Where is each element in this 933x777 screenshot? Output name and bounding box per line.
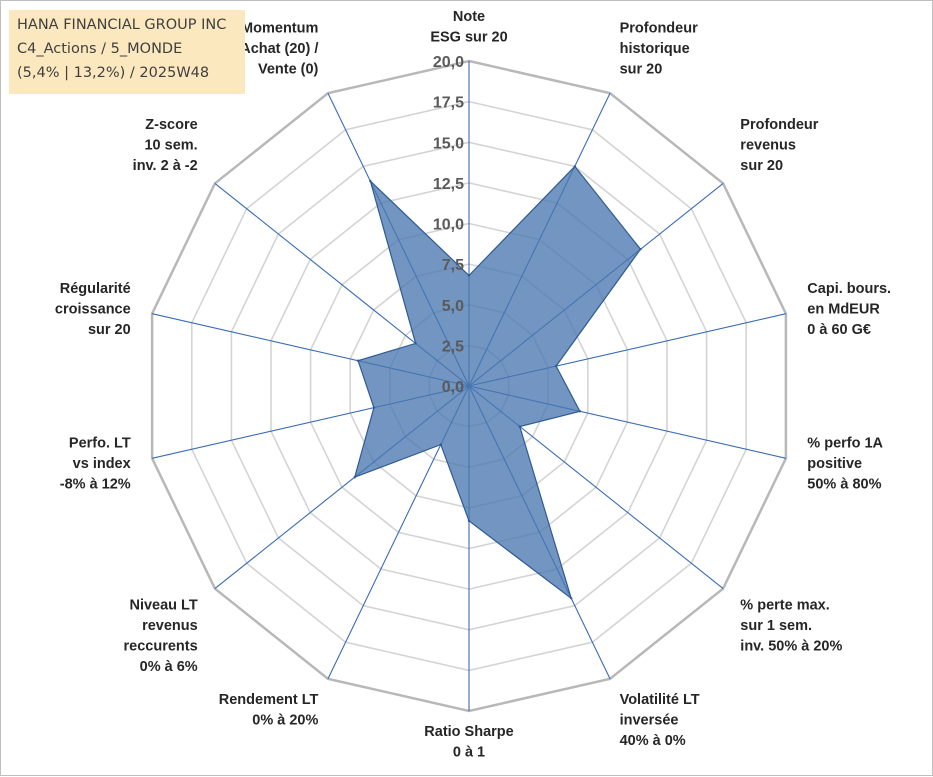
axis-label-line: revenus [142, 618, 198, 634]
axis-label-line: Profondeur [620, 21, 698, 37]
axis-label-line: positive [807, 456, 862, 472]
data-point [578, 410, 582, 413]
data-point [369, 179, 372, 183]
axis-label-line: sur 20 [620, 62, 663, 78]
axis-label-line: revenus [740, 138, 796, 154]
tick-label: 2,5 [442, 338, 464, 355]
radial-tick-labels: 0,0 2,5 5,0 7,5 10,0 12,5 15,0 17,5 20,0 [433, 54, 464, 396]
axis-label-line: Profondeur [740, 117, 818, 133]
data-point [353, 476, 356, 479]
axis-label-line: Z-score [145, 117, 197, 133]
axis-label-line: Rendement LT [219, 692, 319, 708]
tick-label: 7,5 [442, 257, 464, 274]
title-box: HANA FINANCIAL GROUP INC C4_Actions / 5_… [9, 10, 245, 94]
axis-label: Profondeur historique sur 20 [620, 21, 698, 78]
axis-label-line: % perfo 1A [807, 436, 883, 452]
axis-label: Niveau LT revenus reccurents 0% à 6% [124, 597, 198, 675]
axis-label-line: historique [620, 41, 690, 57]
axis-label: Momentum Achat (20) / Vente (0) [240, 21, 318, 78]
axis-label-line: Momentum [241, 21, 318, 37]
axis-label-line: reccurents [124, 638, 198, 654]
tick-label: 15,0 [433, 135, 464, 152]
axis-label-line: -8% à 12% [60, 477, 131, 493]
data-point [554, 364, 558, 368]
data-point [439, 443, 442, 446]
data-point [414, 342, 417, 345]
data-point [570, 597, 573, 600]
axis-label-line: % perte max. [740, 597, 829, 613]
data-point [356, 359, 360, 362]
data-point [518, 425, 521, 428]
tick-label: 20,0 [433, 54, 464, 71]
tick-label: 17,5 [433, 95, 464, 112]
axis-label-line: Volatilité LT [620, 692, 700, 708]
axis-label: Capi. bours. en MdEUR 0 à 60 G€ [807, 281, 891, 338]
axis-label-line: ESG sur 20 [430, 30, 507, 46]
tick-label: 5,0 [442, 298, 464, 315]
axis-label-line: sur 20 [740, 158, 783, 174]
axis-label-line: 0% à 6% [140, 659, 198, 675]
title-stats: (5,4% | 13,2%) / 2025W48 [17, 65, 210, 81]
axis-label-line: 40% à 0% [620, 733, 686, 749]
axis-label-line: Note [453, 9, 485, 25]
axis-label: Note ESG sur 20 [430, 9, 507, 46]
axis-label-line: vs index [73, 456, 131, 472]
axis-label-line: inv. 50% à 20% [740, 638, 842, 654]
data-point [467, 519, 471, 523]
axis-label-line: 50% à 80% [807, 477, 881, 493]
title-category: C4_Actions / 5_MONDE [17, 41, 183, 57]
radar-series [353, 165, 642, 600]
axis-labels: Note ESG sur 20 Profondeur historique sur 20… [55, 9, 891, 761]
axis-label-line: Ratio Sharpe [424, 724, 513, 740]
axis-label-line: Régularité [60, 281, 131, 297]
axis-label-line: 0 à 60 G€ [807, 322, 871, 338]
axis-label: Ratio Sharpe 0 à 1 [424, 724, 513, 761]
data-point [573, 165, 576, 168]
axis-label-line: Achat (20) / [240, 41, 318, 57]
axis-label-line: Vente (0) [258, 62, 319, 78]
axis-label-line: sur 1 sem. [740, 618, 812, 634]
axis-label: % perfo 1A positive 50% à 80% [807, 436, 883, 493]
axis-label-line: Niveau LT [129, 597, 197, 613]
axis-label-line: Capi. bours. [807, 281, 891, 297]
axis-label: Rendement LT 0% à 20% [219, 692, 319, 729]
axis-label: Profondeur revenus sur 20 [740, 117, 818, 174]
axis-label: Perfo. LT vs index -8% à 12% [60, 436, 131, 493]
axis-label-line: 0 à 1 [453, 745, 485, 761]
axis-label: Volatilité LT inversée 40% à 0% [620, 692, 700, 749]
axis-label-line: 10 sem. [144, 138, 197, 154]
axis-label: % perte max. sur 1 sem. inv. 50% à 20% [740, 597, 842, 654]
data-point [467, 274, 471, 277]
axis-label: Régularité croissance sur 20 [55, 281, 131, 338]
tick-label: 12,5 [433, 176, 464, 193]
axis-label: Z-score 10 sem. inv. 2 à -2 [133, 117, 198, 174]
axis-label-line: Perfo. LT [69, 436, 131, 452]
tick-label: 0,0 [442, 379, 464, 396]
axis-label-line: croissance [55, 302, 131, 318]
data-point [639, 248, 642, 251]
axis-label-line: inv. 2 à -2 [133, 158, 198, 174]
axis-label-line: 0% à 20% [252, 712, 318, 728]
data-point [372, 406, 376, 409]
title-company: HANA FINANCIAL GROUP INC [17, 17, 227, 33]
axis-label-line: sur 20 [88, 322, 131, 338]
axis-label-line: inversée [620, 712, 679, 728]
axis-label-line: en MdEUR [807, 302, 880, 318]
tick-label: 10,0 [433, 217, 464, 234]
